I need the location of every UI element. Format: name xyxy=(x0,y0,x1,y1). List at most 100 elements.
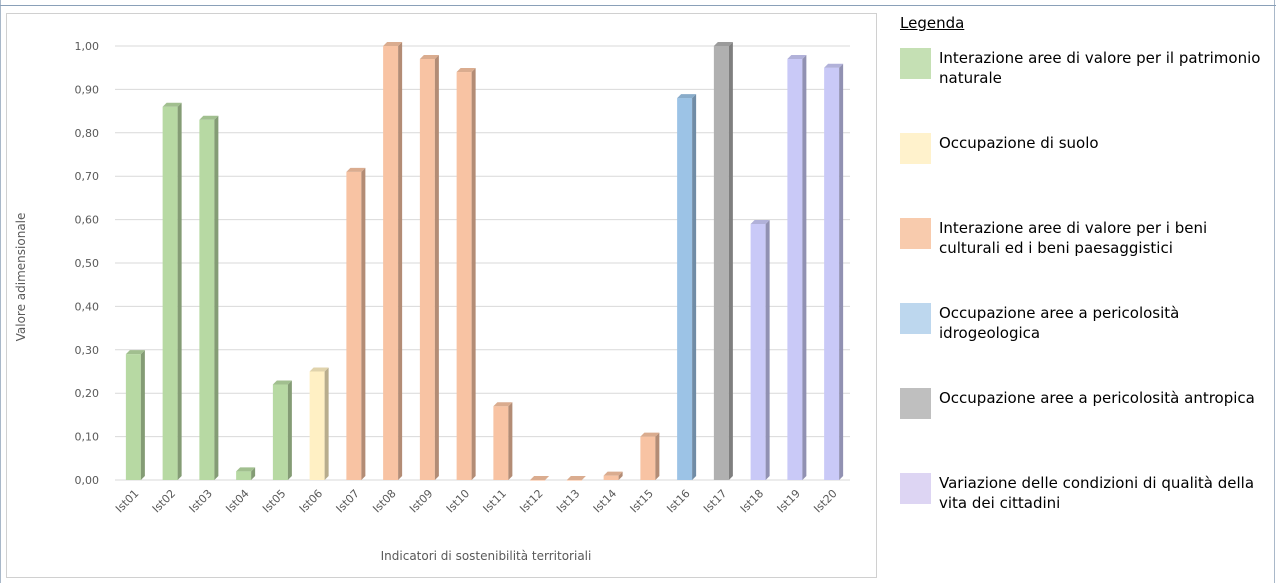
bar xyxy=(750,219,770,480)
bar-top xyxy=(125,350,145,355)
bar-front xyxy=(419,59,435,481)
bar xyxy=(236,467,256,480)
x-tick-label: Ist01 xyxy=(113,487,141,515)
bar-top xyxy=(750,219,770,224)
bar-side xyxy=(508,402,513,480)
bar-top xyxy=(566,476,586,480)
bar-side xyxy=(214,115,219,480)
bar-front xyxy=(309,371,325,480)
x-tick-label: Ist20 xyxy=(811,487,839,515)
bar-top xyxy=(713,42,733,46)
x-axis-title: Indicatori di sostenibilità territoriali xyxy=(381,549,592,563)
bar xyxy=(530,476,550,481)
x-tick-label: Ist02 xyxy=(150,487,178,515)
bar-front xyxy=(824,67,840,480)
bar xyxy=(199,115,219,480)
bar xyxy=(713,42,733,480)
x-tick-label: Ist12 xyxy=(517,487,545,515)
bar-front xyxy=(236,471,252,480)
x-tick-label: Ist16 xyxy=(664,487,692,515)
bar-side xyxy=(765,219,770,480)
legend-swatch xyxy=(900,473,931,504)
bar-front xyxy=(787,59,803,481)
bar-side xyxy=(177,102,182,480)
bar xyxy=(493,402,513,480)
legend-title: Legenda xyxy=(900,14,965,32)
x-tick-label: Ist04 xyxy=(223,487,251,515)
bar-front xyxy=(383,46,399,480)
bar-side xyxy=(251,467,256,480)
bar-front xyxy=(346,171,362,481)
y-tick-label: 0,80 xyxy=(75,127,100,140)
y-tick-label: 0,00 xyxy=(75,474,100,487)
bar-front xyxy=(640,436,656,480)
bar-side xyxy=(324,367,329,480)
legend-swatch xyxy=(900,133,931,164)
bar xyxy=(162,102,182,480)
bar-front xyxy=(493,406,509,480)
y-tick-label: 0,60 xyxy=(75,214,100,227)
bar-side xyxy=(398,42,403,480)
bar-top xyxy=(530,476,550,480)
bar-side xyxy=(802,55,807,481)
bar-side xyxy=(692,94,697,480)
x-tick-label: Ist17 xyxy=(701,487,729,515)
bar-front xyxy=(750,223,766,480)
y-tick-label: 0,30 xyxy=(75,344,100,357)
x-tick-label: Ist13 xyxy=(554,487,582,515)
bar xyxy=(383,42,403,480)
y-axis-title: Valore adimensionale xyxy=(14,213,28,342)
x-tick-label: Ist14 xyxy=(591,487,619,515)
bar-top xyxy=(677,94,697,99)
bar-front xyxy=(162,106,178,480)
x-tick-label: Ist10 xyxy=(444,487,472,515)
legend: Legenda Interazione aree di valore per i… xyxy=(900,14,1270,512)
x-tick-label: Ist07 xyxy=(334,487,362,515)
x-tick-label: Ist15 xyxy=(628,487,656,515)
bar xyxy=(787,55,807,481)
bar xyxy=(677,94,697,480)
y-tick-label: 0,50 xyxy=(75,257,100,270)
bar xyxy=(824,63,844,480)
legend-label: Interazione aree di valore per il patrim… xyxy=(939,49,1261,87)
y-tick-labels: 0,00 0,10 0,20 0,30 0,40 0,50 0,60 0,70 0,80 0,90… xyxy=(75,40,100,487)
bar-chart: 0,00 0,10 0,20 0,30 0,40 0,50 0,60 0,70 0,80 0,90… xyxy=(14,40,850,563)
bar-top xyxy=(603,471,623,476)
y-tick-label: 0,10 xyxy=(75,431,100,444)
legend-label: Occupazione aree a pericolosità antropic… xyxy=(939,389,1255,407)
bar xyxy=(603,471,623,480)
bar-top xyxy=(199,115,219,120)
bar xyxy=(456,68,476,480)
y-tick-label: 0,20 xyxy=(75,387,100,400)
bar-top xyxy=(456,68,476,73)
top-divider xyxy=(0,5,1276,6)
bar-front xyxy=(456,72,472,480)
bar-side xyxy=(618,471,623,480)
legend-label: Interazione aree di valore per i beni cu… xyxy=(939,219,1208,257)
bar-side xyxy=(839,63,844,480)
bar-front xyxy=(566,480,582,481)
bar-front xyxy=(677,98,693,480)
bar xyxy=(419,55,439,481)
bar-side xyxy=(287,380,292,480)
bar xyxy=(566,476,586,481)
bar-front xyxy=(530,480,546,481)
x-tick-label: Ist19 xyxy=(775,487,803,515)
bar-top xyxy=(383,42,403,46)
bar-front xyxy=(125,354,141,480)
bars xyxy=(125,42,844,481)
bar xyxy=(640,432,660,480)
legend-label: Occupazione di suolo xyxy=(939,134,1099,152)
bar-top xyxy=(787,55,807,60)
legend-swatch xyxy=(900,303,931,334)
bar xyxy=(309,367,329,480)
y-tick-label: 0,90 xyxy=(75,83,100,96)
x-tick-label: Ist06 xyxy=(297,487,325,515)
bar-side xyxy=(728,42,733,480)
bar-top xyxy=(272,380,292,385)
legend-label: Variazione delle condizioni di qualità d… xyxy=(939,474,1255,512)
bar-front xyxy=(199,119,215,480)
bar xyxy=(125,350,145,480)
bar-top xyxy=(824,63,844,68)
